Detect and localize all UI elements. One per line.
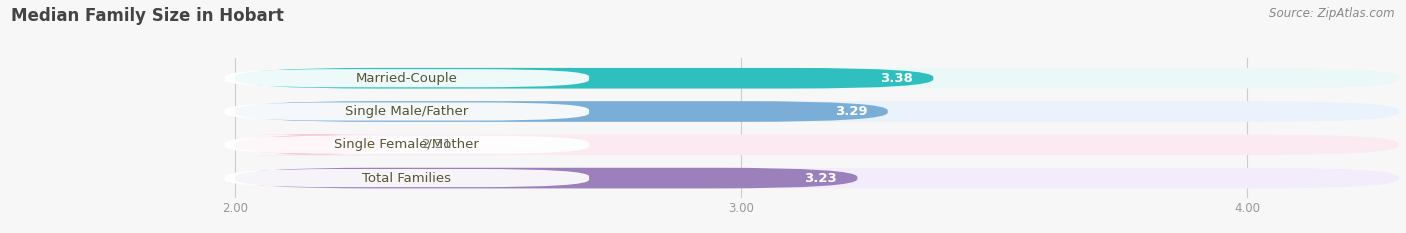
Text: 3.23: 3.23 [804, 171, 837, 185]
FancyBboxPatch shape [235, 168, 858, 188]
Text: Married-Couple: Married-Couple [356, 72, 458, 85]
Text: Single Female/Mother: Single Female/Mother [335, 138, 479, 151]
FancyBboxPatch shape [235, 134, 392, 155]
Text: Total Families: Total Families [363, 171, 451, 185]
Text: 2.31: 2.31 [422, 138, 451, 151]
FancyBboxPatch shape [235, 101, 887, 122]
FancyBboxPatch shape [225, 69, 589, 87]
FancyBboxPatch shape [235, 101, 1399, 122]
FancyBboxPatch shape [235, 168, 1399, 188]
Text: 3.38: 3.38 [880, 72, 912, 85]
FancyBboxPatch shape [235, 68, 1399, 89]
FancyBboxPatch shape [235, 134, 1399, 155]
Text: Single Male/Father: Single Male/Father [346, 105, 468, 118]
FancyBboxPatch shape [225, 169, 589, 187]
Text: Median Family Size in Hobart: Median Family Size in Hobart [11, 7, 284, 25]
Text: 3.29: 3.29 [835, 105, 868, 118]
FancyBboxPatch shape [225, 103, 589, 121]
FancyBboxPatch shape [225, 136, 589, 154]
FancyBboxPatch shape [235, 68, 934, 89]
Text: Source: ZipAtlas.com: Source: ZipAtlas.com [1270, 7, 1395, 20]
